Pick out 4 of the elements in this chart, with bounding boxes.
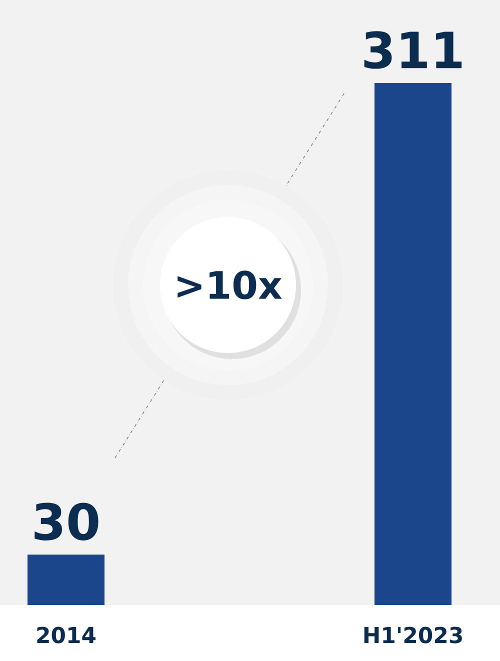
data-label: 311 bbox=[364, 31, 462, 69]
x-tick-label: H1'2023 bbox=[364, 626, 462, 644]
x-tick-label: 2014 bbox=[37, 626, 96, 644]
data-label: 30 bbox=[34, 502, 98, 540]
